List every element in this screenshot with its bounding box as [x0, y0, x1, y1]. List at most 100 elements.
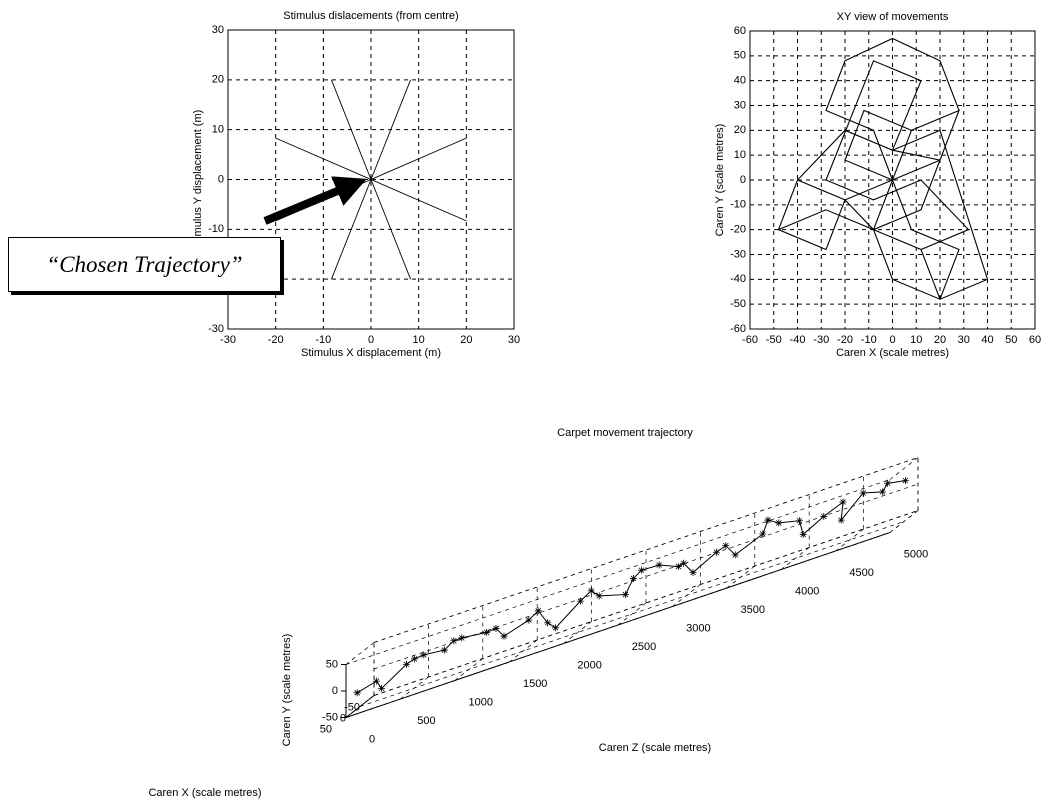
y-tick-label: 50	[326, 658, 338, 670]
y-axis-label: Caren Y (scale metres)	[714, 124, 726, 237]
marker	[492, 624, 500, 632]
grid-line	[617, 602, 647, 626]
x-tick-label: 50	[320, 723, 332, 735]
marker	[458, 634, 466, 642]
x-tick-label: 0	[368, 334, 374, 346]
x-axis-label: Caren X (scale metres)	[836, 347, 949, 359]
x-tick-label: 30	[958, 334, 970, 346]
marker	[837, 516, 845, 524]
x-tick-label: -10	[315, 334, 331, 346]
z-tick-label: 3500	[741, 604, 765, 616]
y-tick-label: -30	[730, 248, 746, 260]
chart-title: Carpet movement trajectory	[557, 427, 693, 439]
z-tick-label: 2000	[577, 659, 601, 671]
x-tick-label: -40	[790, 334, 806, 346]
y-tick-label: -50	[730, 298, 746, 310]
x-tick-label: 60	[1029, 334, 1041, 346]
y-tick-label: -30	[208, 323, 224, 335]
annotation-arrow	[263, 176, 367, 225]
marker	[576, 597, 584, 605]
trajectory	[356, 480, 906, 694]
z-tick-label: 1000	[469, 696, 493, 708]
x-tick-label: 0	[889, 334, 895, 346]
chart-title: XY view of movements	[837, 11, 949, 23]
z-tick-label: 4000	[795, 585, 819, 597]
marker	[525, 616, 533, 624]
z-tick-label: 1500	[523, 678, 547, 690]
marker	[674, 563, 682, 571]
x-tick-label: 50	[1005, 334, 1017, 346]
z-tick-label: 0	[369, 733, 375, 745]
y-tick-label: -20	[730, 224, 746, 236]
plot-frame	[749, 30, 1036, 330]
x-axis-label: Stimulus X displacement (m)	[301, 347, 441, 359]
marker	[859, 489, 867, 497]
y-tick-label: -50	[322, 711, 338, 723]
data-line	[331, 79, 411, 280]
marker	[878, 488, 886, 496]
marker	[410, 655, 418, 663]
marker	[764, 516, 772, 524]
y-tick-label: 40	[734, 75, 746, 87]
box-edge	[889, 457, 919, 480]
marker	[680, 559, 688, 567]
axis-line	[345, 532, 891, 718]
y-axis-label: Stimulus Y displacement (m)	[192, 110, 204, 250]
marker	[450, 637, 458, 645]
data-line	[777, 37, 989, 300]
box-edge	[345, 642, 375, 665]
axis-line	[345, 695, 375, 718]
y-tick-label: 0	[740, 174, 746, 186]
marker	[820, 512, 828, 520]
marker	[402, 660, 410, 668]
marker	[884, 479, 892, 487]
x-tick-label: 20	[934, 334, 946, 346]
marker	[353, 689, 361, 697]
marker	[799, 530, 807, 538]
marker	[595, 592, 603, 600]
marker	[795, 517, 803, 525]
x-tick-label: -20	[268, 334, 284, 346]
marker	[712, 548, 720, 556]
marker	[544, 619, 552, 627]
y-tick-label: 30	[212, 24, 224, 36]
y-axis-label: Caren Y (scale metres)	[281, 634, 293, 747]
y-tick-label: -40	[730, 273, 746, 285]
marker	[587, 587, 595, 595]
marker	[637, 566, 645, 574]
x-tick-label: -20	[837, 334, 853, 346]
x-tick-label: -60	[742, 334, 758, 346]
x-tick-label: -30	[813, 334, 829, 346]
marker	[552, 624, 560, 632]
z-tick-label: 3000	[686, 622, 710, 634]
y-tick-label: -10	[208, 223, 224, 235]
x-tick-label: 0	[340, 712, 346, 724]
marker	[483, 628, 491, 636]
y-tick-label: 20	[212, 74, 224, 86]
marker	[901, 477, 909, 485]
marker	[621, 591, 629, 599]
grid-line	[508, 639, 538, 663]
z-tick-label: 5000	[904, 548, 928, 560]
marker	[722, 542, 730, 550]
x-tick-label: 10	[910, 334, 922, 346]
z-tick-label: 2500	[632, 641, 656, 653]
y-tick-label: 20	[734, 124, 746, 136]
marker	[689, 569, 697, 577]
y-tick-label: 0	[218, 173, 224, 185]
y-tick-label: 10	[734, 149, 746, 161]
grid-line	[889, 510, 919, 533]
y-tick-label: 60	[734, 25, 746, 37]
y-tick-label: -10	[730, 199, 746, 211]
x-tick-label: -50	[766, 334, 782, 346]
marker	[372, 677, 380, 685]
marker	[655, 561, 663, 569]
z-tick-label: 4500	[849, 567, 873, 579]
plot-frame	[227, 29, 515, 330]
y-tick-label: 30	[734, 99, 746, 111]
box-edge	[345, 479, 891, 665]
marker	[500, 632, 508, 640]
y-tick-label: 10	[212, 124, 224, 136]
